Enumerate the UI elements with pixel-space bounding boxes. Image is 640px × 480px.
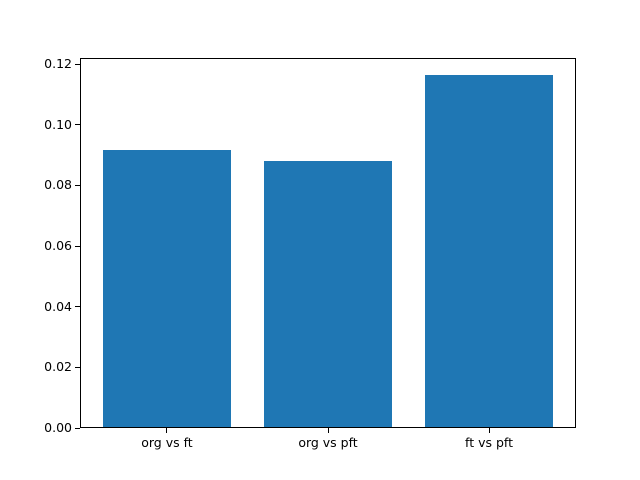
x-axis-tick-label: ft vs pft bbox=[465, 435, 514, 450]
x-axis-tick bbox=[327, 428, 329, 433]
bar-ft-vs-pft bbox=[424, 74, 554, 427]
y-axis-tick-label: 0.10 bbox=[44, 116, 72, 132]
y-axis-tick bbox=[75, 184, 80, 186]
y-axis-tick-label: 0.08 bbox=[44, 177, 72, 193]
y-axis-tick-label: 0.06 bbox=[44, 238, 72, 254]
bar-org-vs-ft bbox=[102, 149, 232, 427]
y-axis-tick bbox=[75, 366, 80, 368]
y-axis-tick-label: 0.00 bbox=[44, 420, 72, 435]
y-axis-tick bbox=[75, 124, 80, 126]
y-axis-tick bbox=[75, 245, 80, 247]
y-axis-tick-label: 0.02 bbox=[44, 359, 72, 375]
bar-org-vs-pft bbox=[263, 160, 393, 427]
y-axis-tick-label: 0.04 bbox=[44, 298, 72, 314]
x-axis-tick-label: org vs pft bbox=[298, 435, 358, 450]
x-axis-tick bbox=[166, 428, 168, 433]
y-axis-tick-label: 0.12 bbox=[44, 56, 72, 72]
x-axis-tick-label: org vs ft bbox=[141, 435, 193, 450]
y-axis-tick bbox=[75, 427, 80, 429]
x-axis-tick bbox=[488, 428, 490, 433]
y-axis-tick bbox=[75, 63, 80, 65]
y-axis-tick bbox=[75, 306, 80, 308]
plot-area bbox=[80, 58, 576, 428]
